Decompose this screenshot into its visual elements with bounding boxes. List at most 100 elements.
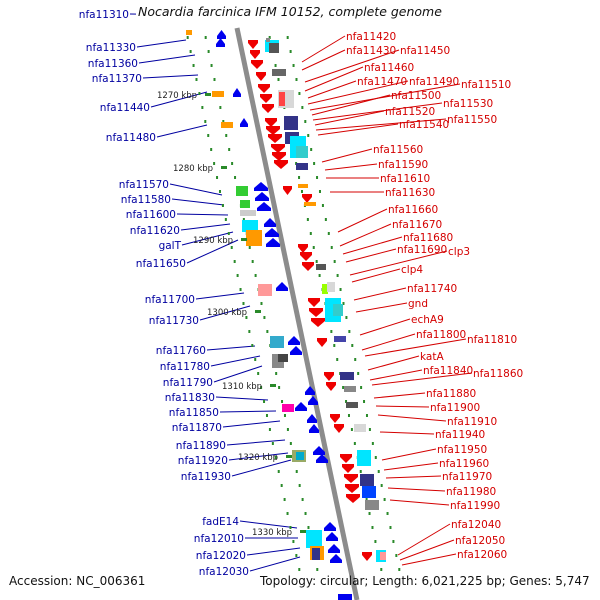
gene-label-nfa12020[interactable]: nfa12020 [196, 550, 246, 562]
gene-label-nfa11700[interactable]: nfa11700 [145, 294, 195, 306]
gene-label-nfa11950[interactable]: nfa11950 [437, 444, 487, 456]
gene-label-nfa11790[interactable]: nfa11790 [163, 377, 213, 389]
gene-label-clp3[interactable]: clp3 [448, 246, 470, 258]
gene-block [333, 304, 343, 316]
gene-label-clp4[interactable]: clp4 [401, 264, 423, 276]
track-tick [304, 120, 307, 123]
gene-label-nfa11830[interactable]: nfa11830 [165, 392, 215, 404]
track-tick [263, 316, 266, 319]
gene-label-nfa11810[interactable]: nfa11810 [467, 334, 517, 346]
gene-label-nfa11850[interactable]: nfa11850 [169, 407, 219, 419]
gene-label-nfa11480[interactable]: nfa11480 [106, 132, 156, 144]
gene-label-nfa11450[interactable]: nfa11450 [400, 45, 450, 57]
track-tick [301, 106, 304, 109]
gene-block [284, 116, 298, 130]
gene-label-nfa11680[interactable]: nfa11680 [403, 232, 453, 244]
gene-block [322, 284, 328, 294]
gene-label-nfa11630[interactable]: nfa11630 [385, 187, 435, 199]
gene-label-nfa11890[interactable]: nfa11890 [176, 440, 226, 452]
gene-label-nfa11440[interactable]: nfa11440 [100, 102, 150, 114]
gene-label-nfa11930[interactable]: nfa11930 [181, 471, 231, 483]
track-tick [330, 246, 333, 249]
gene-label-nfa11670[interactable]: nfa11670 [392, 219, 442, 231]
track-tick [359, 470, 362, 473]
gene-label-nfa11990[interactable]: nfa11990 [450, 500, 500, 512]
connector-line [246, 547, 301, 556]
gene-label-nfa11470[interactable]: nfa11470 [357, 76, 407, 88]
track-tick [192, 64, 195, 67]
gene-label-nfa11960[interactable]: nfa11960 [439, 458, 489, 470]
gene-label-nfa11360[interactable]: nfa11360 [88, 58, 138, 70]
gene-label-nfa11610[interactable]: nfa11610 [380, 173, 430, 185]
gene-label-nfa11430[interactable]: nfa11430 [346, 45, 396, 57]
track-tick [309, 232, 312, 235]
connector-line [307, 80, 357, 99]
gene-label-nfa12060[interactable]: nfa12060 [457, 549, 507, 561]
gene-label-nfa11840[interactable]: nfa11840 [423, 365, 473, 377]
gene-label-nfa11690[interactable]: nfa11690 [397, 244, 447, 256]
gene-label-nfa11980[interactable]: nfa11980 [446, 486, 496, 498]
gene-label-nfa11540[interactable]: nfa11540 [399, 119, 449, 131]
gene-label-nfa11570[interactable]: nfa11570 [119, 179, 169, 191]
gene-label-nfa11580[interactable]: nfa11580 [121, 194, 171, 206]
connector-line [399, 539, 455, 561]
gene-label-nfa11760[interactable]: nfa11760 [156, 345, 206, 357]
gene-label-nfa11920[interactable]: nfa11920 [178, 455, 228, 467]
gene-label-nfa11650[interactable]: nfa11650 [136, 258, 186, 270]
track-tick [289, 526, 292, 529]
gene-label-nfa11620[interactable]: nfa11620 [130, 225, 180, 237]
gene-label-nfa12050[interactable]: nfa12050 [455, 535, 505, 547]
gene-label-nfa11500[interactable]: nfa11500 [391, 90, 441, 102]
gene-label-nfa11510[interactable]: nfa11510 [461, 79, 511, 91]
reverse-strand-arrow [311, 318, 325, 327]
gene-label-galt[interactable]: galT [159, 240, 182, 252]
gene-label-nfa11910[interactable]: nfa11910 [447, 416, 497, 428]
gene-label-nfa11490[interactable]: nfa11490 [409, 76, 459, 88]
gene-label-nfa11740[interactable]: nfa11740 [407, 283, 457, 295]
track-tick [198, 92, 201, 95]
gene-label-kata[interactable]: katA [420, 351, 444, 363]
gene-label-nfa11420[interactable]: nfa11420 [346, 31, 396, 43]
gene-label-nfa12030[interactable]: nfa12030 [199, 566, 249, 578]
forward-strand-arrow [254, 182, 268, 191]
gene-label-gnd[interactable]: gnd [408, 298, 428, 310]
scale-label: 1280 kbp [173, 164, 213, 174]
gene-label-nfa11730[interactable]: nfa11730 [149, 315, 199, 327]
gene-label-nfa11900[interactable]: nfa11900 [430, 402, 480, 414]
connector-line [301, 35, 346, 63]
gene-label-nfa11880[interactable]: nfa11880 [426, 388, 476, 400]
gene-label-nfa11970[interactable]: nfa11970 [442, 471, 492, 483]
gene-label-nfa11780[interactable]: nfa11780 [160, 361, 210, 373]
gene-label-nfa12040[interactable]: nfa12040 [451, 519, 501, 531]
gene-label-nfa11660[interactable]: nfa11660 [388, 204, 438, 216]
track-tick [306, 218, 309, 221]
gene-label-nfa11870[interactable]: nfa11870 [172, 422, 222, 434]
genome-title: Nocardia farcinica IFM 10152, complete g… [136, 4, 444, 19]
gene-label-nfa11860[interactable]: nfa11860 [473, 368, 523, 380]
genome-backbone [234, 27, 360, 600]
gene-label-nfa11560[interactable]: nfa11560 [373, 144, 423, 156]
connector-line [359, 318, 411, 336]
accession-text: Accession: NC_006361 [9, 574, 146, 588]
forward-strand-arrow [328, 544, 340, 553]
gene-label-nfa11940[interactable]: nfa11940 [435, 429, 485, 441]
track-tick [271, 442, 274, 445]
gene-label-nfa11520[interactable]: nfa11520 [385, 106, 435, 118]
gene-label-nfa11600[interactable]: nfa11600 [126, 209, 176, 221]
gene-label-nfa11310[interactable]: nfa11310 [79, 9, 129, 21]
gene-label-nfa11460[interactable]: nfa11460 [364, 62, 414, 74]
gene-label-nfa11800[interactable]: nfa11800 [416, 329, 466, 341]
gene-label-nfa11330[interactable]: nfa11330 [86, 42, 136, 54]
gene-label-nfa11370[interactable]: nfa11370 [92, 73, 142, 85]
gene-label-nfa11530[interactable]: nfa11530 [443, 98, 493, 110]
track-tick [280, 484, 283, 487]
gene-label-fade14[interactable]: fadE14 [202, 516, 239, 528]
forward-strand-arrow [233, 88, 241, 97]
gene-label-nfa12010[interactable]: nfa12010 [194, 533, 244, 545]
gene-label-nfa11590[interactable]: nfa11590 [378, 159, 428, 171]
track-tick [304, 512, 307, 515]
track-tick [342, 386, 345, 389]
track-tick [210, 64, 213, 67]
gene-label-echa9[interactable]: echA9 [411, 314, 444, 326]
gene-label-nfa11550[interactable]: nfa11550 [447, 114, 497, 126]
